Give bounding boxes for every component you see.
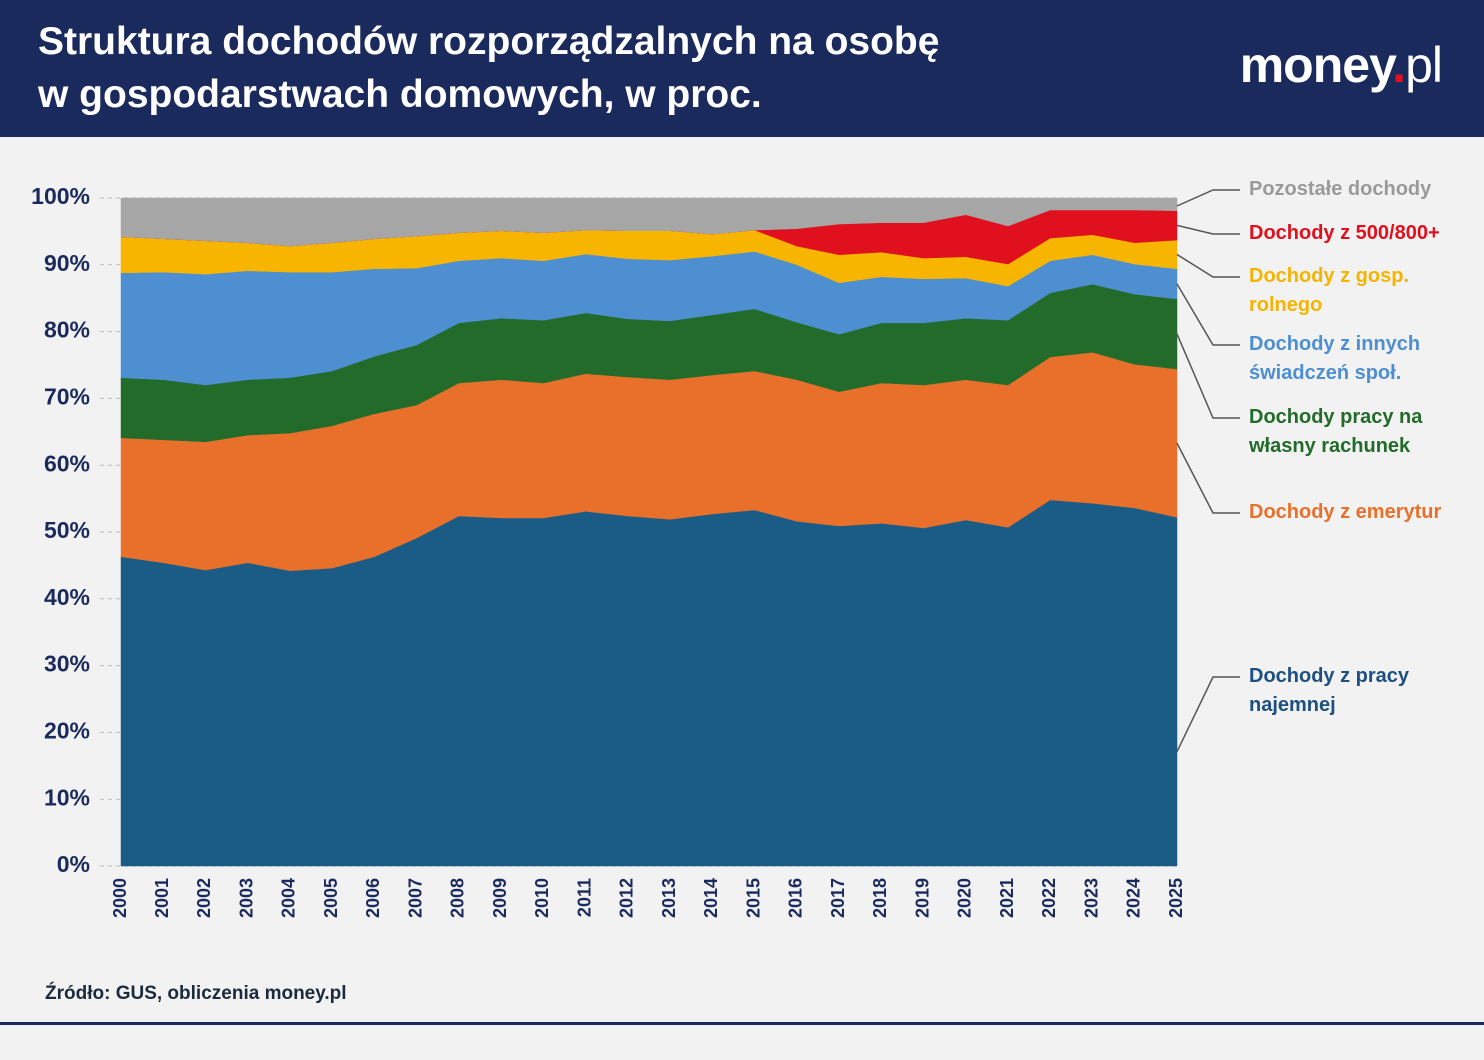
x-tick-label: 2018 xyxy=(870,878,890,918)
x-tick-label: 2011 xyxy=(574,878,594,917)
legend-label: Dochody z emerytur xyxy=(1249,501,1442,523)
y-tick-label: 90% xyxy=(44,250,90,276)
y-tick-label: 70% xyxy=(44,383,90,409)
y-tick-label: 40% xyxy=(44,584,90,610)
x-tick-label: 2007 xyxy=(405,878,425,918)
leader-line xyxy=(1176,333,1240,419)
x-tick-label: 2016 xyxy=(786,878,806,918)
header: Struktura dochodów rozporządzalnych na o… xyxy=(0,0,1484,137)
logo: money.pl xyxy=(1239,36,1443,94)
logo-suffix: pl xyxy=(1405,37,1443,93)
y-tick-label: 30% xyxy=(44,651,90,677)
x-tick-label: 2010 xyxy=(532,878,552,918)
x-tick-label: 2009 xyxy=(490,878,510,918)
logo-dot: . xyxy=(1392,37,1406,93)
legend-label: Dochody pracy na własny rachunek xyxy=(1249,406,1423,457)
x-tick-label: 2013 xyxy=(659,878,679,918)
x-tick-label: 2003 xyxy=(236,878,256,918)
x-tick-label: 2000 xyxy=(110,878,130,918)
chart-title: w gospodarstwach domowych, w proc. xyxy=(38,73,762,116)
y-tick-label: 0% xyxy=(57,851,90,877)
leader-line xyxy=(1176,224,1240,235)
x-tick-label: 2002 xyxy=(194,878,214,918)
x-tick-label: 2012 xyxy=(617,878,637,918)
x-tick-label: 2025 xyxy=(1166,878,1186,918)
legend-label: Dochody z 500/800+ xyxy=(1249,222,1440,244)
legend-label: Dochody z pracy najemnej xyxy=(1249,665,1410,716)
y-tick-label: 10% xyxy=(44,784,90,810)
x-tick-label: 2020 xyxy=(955,878,975,918)
y-tick-label: 20% xyxy=(44,717,90,743)
leader-line xyxy=(1176,189,1240,207)
x-tick-label: 2017 xyxy=(828,878,848,918)
x-tick-label: 2001 xyxy=(152,878,172,918)
x-tick-label: 2015 xyxy=(743,878,763,918)
y-tick-label: 60% xyxy=(44,450,90,476)
leader-line xyxy=(1176,676,1240,752)
x-tick-label: 2005 xyxy=(321,878,341,918)
area xyxy=(120,197,1178,247)
x-tick-label: 2021 xyxy=(997,878,1017,918)
leader-line xyxy=(1176,283,1240,346)
legend-label: Pozostałe dochody xyxy=(1249,178,1432,200)
leader-line xyxy=(1176,253,1240,278)
x-tick-label: 2006 xyxy=(363,878,383,918)
x-tick-label: 2019 xyxy=(912,878,932,918)
footer-line xyxy=(0,1022,1484,1025)
x-tick-label: 2023 xyxy=(1081,878,1101,918)
y-tick-label: 50% xyxy=(44,517,90,543)
x-tick-label: 2008 xyxy=(448,878,468,918)
legend-label: Dochody z gosp. rolnego xyxy=(1249,265,1409,316)
y-tick-label: 80% xyxy=(44,317,90,343)
chart-title: Struktura dochodów rozporządzalnych na o… xyxy=(38,20,940,63)
leader-line xyxy=(1176,442,1240,514)
x-tick-label: 2024 xyxy=(1124,878,1144,918)
source: Źródło: GUS, obliczenia money.pl xyxy=(45,983,347,1004)
x-tick-label: 2022 xyxy=(1039,878,1059,918)
x-tick-label: 2004 xyxy=(279,878,299,918)
y-tick-label: 100% xyxy=(31,183,90,209)
logo-name: money xyxy=(1239,37,1393,93)
x-tick-label: 2014 xyxy=(701,878,721,918)
legend-label: Dochody z innych świadczeń społ. xyxy=(1249,333,1421,384)
